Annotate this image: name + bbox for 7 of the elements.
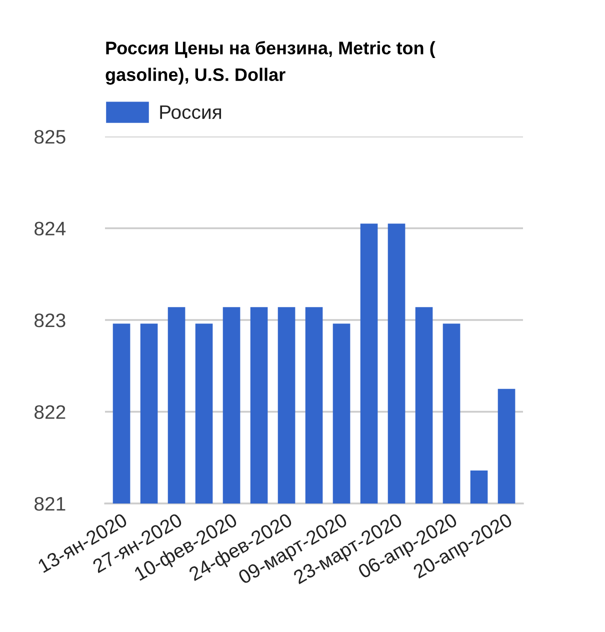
y-tick-label: 823: [34, 313, 66, 328]
y-tick-label: 824: [34, 222, 66, 236]
chart-title: Россия Цены на бензина, Metric ton ( gasoline), U.S. Dollar: [106, 40, 436, 85]
legend-label: Россия: [160, 105, 222, 120]
y-tick-label: 821: [34, 496, 66, 511]
y-tick-label: 822: [34, 405, 66, 419]
y-tick-label: 825: [34, 130, 66, 144]
